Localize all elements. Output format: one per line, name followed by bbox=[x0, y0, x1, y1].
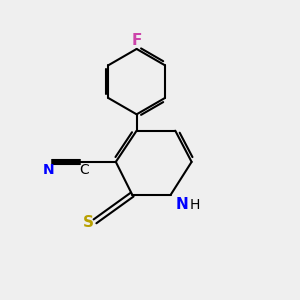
Text: S: S bbox=[83, 215, 94, 230]
Text: F: F bbox=[131, 33, 142, 48]
Text: N: N bbox=[43, 163, 54, 177]
Text: C: C bbox=[79, 163, 88, 177]
Text: N: N bbox=[176, 197, 188, 212]
Text: H: H bbox=[189, 198, 200, 212]
